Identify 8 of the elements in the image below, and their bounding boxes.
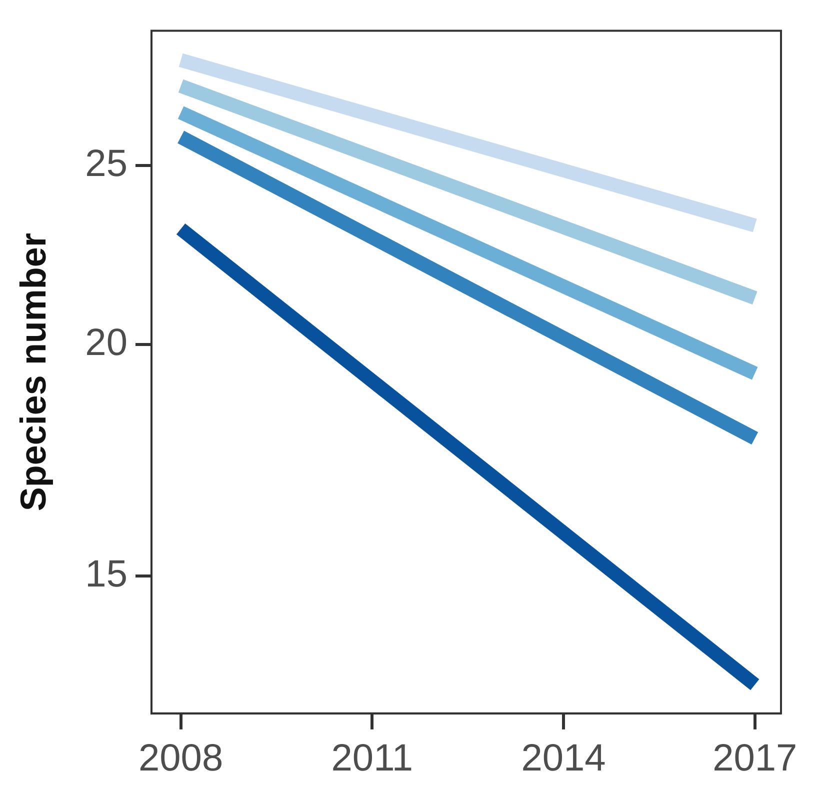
x-tick-label: 2017	[712, 738, 798, 780]
y-tick-label: 25	[85, 142, 128, 185]
x-tick-label: 2011	[331, 738, 414, 780]
y-tick-label: 15	[85, 553, 128, 596]
x-tick-label: 2014	[521, 738, 606, 780]
y-axis-title: Species number	[12, 233, 54, 512]
x-tick-label: 2008	[138, 738, 224, 780]
y-tick-label: 20	[85, 322, 128, 364]
